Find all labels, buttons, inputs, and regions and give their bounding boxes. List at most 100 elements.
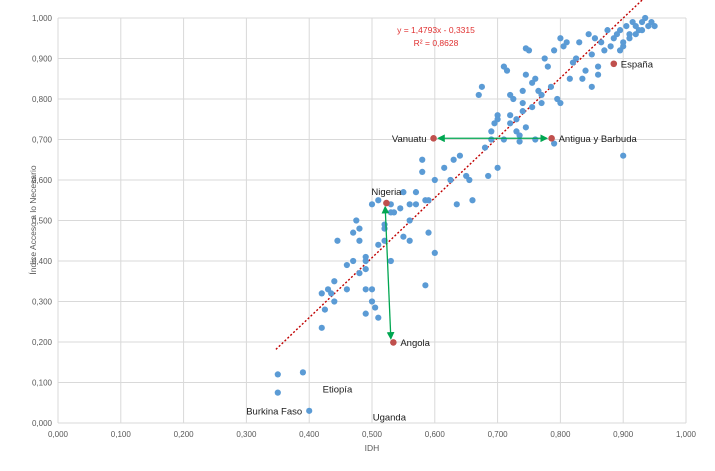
data-point	[563, 39, 570, 46]
data-point	[638, 27, 646, 34]
x-axis-title: IDH	[365, 443, 380, 453]
data-point	[522, 45, 529, 52]
data-point	[623, 23, 630, 30]
y-tick-label: 0,800	[32, 95, 53, 104]
data-point	[507, 112, 514, 119]
data-point	[519, 108, 526, 115]
x-tick-label: 0,900	[613, 430, 634, 439]
highlight-point	[610, 60, 618, 68]
data-point	[328, 290, 335, 297]
data-point	[456, 152, 464, 159]
data-point	[591, 35, 599, 42]
trendline-equation: y = 1,4793x - 0,3315	[397, 25, 475, 35]
data-point	[425, 197, 432, 204]
data-point	[375, 241, 382, 248]
data-point	[368, 298, 376, 305]
point-labels: España Vanuatu Antigua y Barbuda Nigeria Ang…	[246, 59, 654, 423]
data-point	[368, 201, 376, 208]
point-label: Uganda	[373, 412, 407, 423]
data-point	[362, 310, 369, 317]
data-point	[406, 237, 413, 244]
y-axis-ticks: 0,000 0,100 0,200 0,300 0,400 0,500 0,600 0,700…	[32, 14, 53, 428]
data-point	[331, 278, 338, 285]
data-point	[557, 35, 564, 42]
y-tick-label: 0,900	[32, 55, 53, 64]
data-point	[331, 298, 338, 305]
data-point	[519, 87, 526, 94]
highlighted-points	[383, 60, 618, 346]
x-tick-label: 0,700	[488, 430, 509, 439]
data-point	[387, 257, 394, 265]
data-point	[494, 164, 501, 171]
data-point	[626, 35, 633, 42]
y-tick-label: 0,400	[32, 257, 53, 266]
data-point	[573, 55, 580, 62]
data-point	[642, 14, 649, 22]
data-point	[356, 225, 363, 232]
y-tick-label: 0,200	[32, 338, 53, 347]
data-point	[551, 140, 558, 147]
data-point	[475, 91, 482, 99]
data-point	[620, 152, 627, 159]
y-tick-label: 0,600	[32, 176, 53, 185]
y-tick-label: 0,700	[32, 136, 53, 145]
data-point	[299, 369, 307, 376]
y-tick-label: 0,000	[32, 419, 53, 428]
data-point	[585, 31, 592, 38]
data-point	[318, 324, 325, 331]
x-tick-label: 0,200	[174, 430, 195, 439]
data-point	[604, 27, 611, 34]
data-point	[500, 136, 507, 143]
data-point	[412, 189, 420, 196]
point-label: España	[621, 59, 654, 70]
data-point	[607, 43, 614, 50]
point-label: Angola	[400, 338, 430, 349]
data-points	[274, 14, 658, 414]
data-point	[541, 55, 548, 62]
data-point	[538, 99, 545, 107]
data-point	[318, 290, 325, 297]
data-point	[362, 257, 369, 265]
data-point	[450, 156, 457, 163]
x-tick-label: 0,400	[299, 430, 320, 439]
data-point	[594, 71, 602, 78]
data-point	[481, 144, 489, 151]
data-point	[343, 261, 350, 269]
y-tick-label: 0,300	[32, 298, 53, 307]
data-point	[601, 47, 608, 54]
highlight-point	[548, 134, 555, 142]
y-tick-label: 0,100	[32, 379, 53, 388]
data-point	[356, 237, 363, 244]
data-point	[397, 205, 404, 212]
data-point	[306, 407, 313, 414]
y-tick-label: 0,500	[32, 217, 53, 226]
data-point	[334, 237, 341, 244]
data-point	[516, 138, 523, 145]
data-point	[507, 91, 514, 99]
data-point	[507, 120, 514, 127]
data-point	[519, 99, 526, 107]
annotation-arrows	[381, 134, 549, 340]
data-point	[529, 79, 536, 86]
data-point	[406, 201, 413, 208]
data-point	[551, 47, 558, 54]
data-point	[557, 99, 564, 107]
data-point	[632, 31, 639, 38]
point-label: Antigua y Barbuda	[559, 134, 638, 145]
highlight-point	[430, 134, 437, 142]
data-point	[422, 282, 429, 289]
data-point	[350, 229, 357, 236]
data-point	[616, 27, 624, 34]
data-point	[419, 168, 426, 175]
data-point	[390, 209, 398, 216]
data-point	[579, 75, 586, 82]
data-point	[431, 176, 438, 184]
data-point	[547, 83, 555, 90]
data-point	[356, 270, 363, 277]
data-point	[362, 266, 369, 273]
data-point	[494, 116, 501, 123]
data-point	[503, 67, 511, 74]
data-point	[488, 128, 495, 135]
data-point	[350, 257, 357, 265]
